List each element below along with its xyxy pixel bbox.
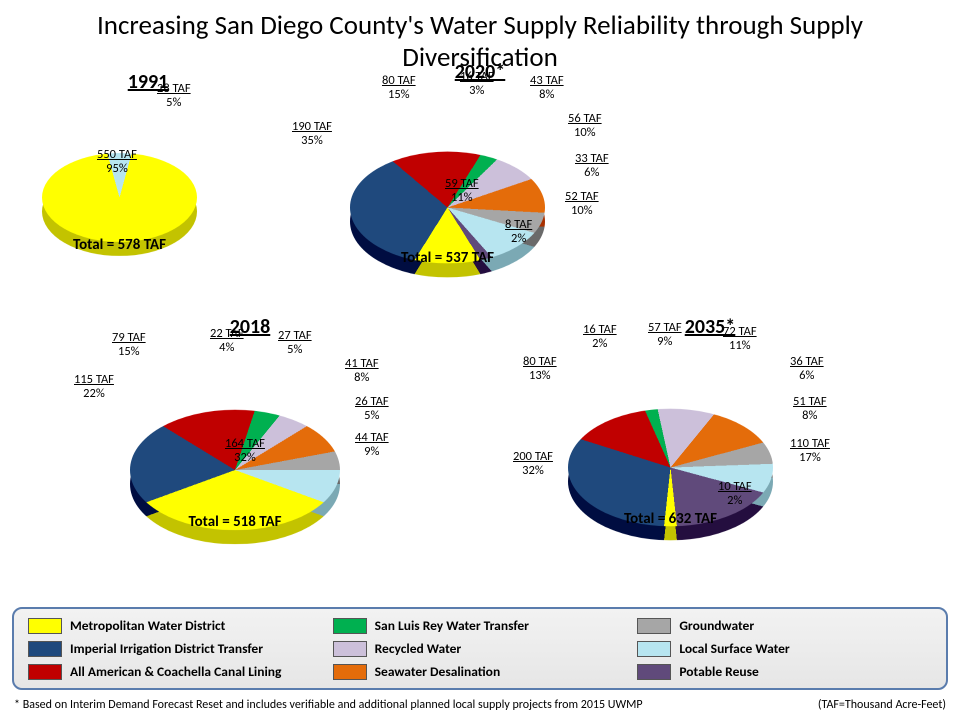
taf-definition: (TAF=Thousand Acre-Feet): [818, 698, 946, 712]
legend-label: Seawater Desalination: [375, 663, 501, 680]
slice-label: 36 TAF6%: [790, 355, 824, 384]
legend-item-mwd: Metropolitan Water District: [28, 617, 323, 634]
slice-label: 27 TAF5%: [278, 329, 312, 358]
slice-label: 33 TAF6%: [575, 152, 609, 181]
canal-swatch: [28, 664, 62, 680]
legend: Metropolitan Water District San Luis Rey …: [12, 607, 948, 690]
slice-label: 28 TAF5%: [157, 82, 191, 111]
footnote: * Based on Interim Demand Forecast Reset…: [14, 698, 643, 712]
legend-item-iid: Imperial Irrigation District Transfer: [28, 640, 323, 657]
legend-item-canal: All American & Coachella Canal Lining: [28, 663, 323, 680]
slice-label: 190 TAF35%: [292, 120, 332, 149]
seawater-swatch: [333, 664, 367, 680]
potable-swatch: [637, 664, 671, 680]
legend-item-potable: Potable Reuse: [637, 663, 932, 680]
mwd-swatch: [28, 618, 62, 634]
slice-label: 110 TAF17%: [790, 437, 830, 466]
legend-label: All American & Coachella Canal Lining: [70, 663, 281, 680]
slice-label: 79 TAF15%: [112, 331, 146, 360]
legend-label: Metropolitan Water District: [70, 617, 225, 634]
slice-label: 52 TAF10%: [565, 190, 599, 219]
pie-chart-c1991: 199128 TAF5%550 TAF95%Total = 578 TAF: [42, 100, 197, 210]
slice-label: 22 TAF4%: [210, 327, 244, 356]
slice-label: 164 TAF32%: [225, 437, 265, 466]
legend-label: Potable Reuse: [679, 663, 758, 680]
legend-item-groundwater: Groundwater: [637, 617, 932, 634]
legend-label: Recycled Water: [375, 640, 462, 657]
chart-total: Total = 578 TAF: [42, 236, 197, 254]
slice-label: 41 TAF8%: [345, 357, 379, 386]
slice-label: 80 TAF13%: [523, 355, 557, 384]
slice-label: 200 TAF32%: [513, 450, 553, 479]
legend-label: San Luis Rey Water Transfer: [375, 617, 529, 634]
iid-swatch: [28, 641, 62, 657]
slice-label: 26 TAF5%: [355, 395, 389, 424]
pie-chart-c2018: 2018164 TAF32%115 TAF22%79 TAF15%22 TAF4…: [130, 345, 340, 487]
pie-chart-c2020: 2020*59 TAF11%190 TAF35%80 TAF15%16 TAF3…: [350, 90, 545, 223]
chart-total: Total = 632 TAF: [568, 510, 773, 528]
slice-label: 44 TAF9%: [355, 431, 389, 460]
slice-label: 115 TAF22%: [74, 373, 114, 402]
slice-label: 550 TAF95%: [97, 148, 137, 177]
slice-label: 80 TAF15%: [382, 74, 416, 103]
slice-label: 10 TAF2%: [718, 480, 752, 509]
slice-label: 8 TAF2%: [505, 218, 532, 247]
slice-label: 16 TAF3%: [460, 70, 494, 99]
slice-label: 57 TAF9%: [648, 321, 682, 350]
legend-item-seawater: Seawater Desalination: [333, 663, 628, 680]
legend-item-slr: San Luis Rey Water Transfer: [333, 617, 628, 634]
slice-label: 72 TAF11%: [723, 325, 757, 354]
legend-item-recycled: Recycled Water: [333, 640, 628, 657]
legend-label: Local Surface Water: [679, 640, 789, 657]
pie-chart-c2035: 2035*10 TAF2%200 TAF32%80 TAF13%16 TAF2%…: [568, 345, 773, 484]
recycled-swatch: [333, 641, 367, 657]
legend-label: Imperial Irrigation District Transfer: [70, 640, 263, 657]
chart-total: Total = 537 TAF: [350, 249, 545, 267]
legend-item-surface: Local Surface Water: [637, 640, 932, 657]
slice-label: 51 TAF8%: [793, 395, 827, 424]
slice-label: 59 TAF11%: [445, 177, 479, 206]
slice-label: 56 TAF10%: [568, 112, 602, 141]
surface-swatch: [637, 641, 671, 657]
legend-label: Groundwater: [679, 617, 754, 634]
groundwater-swatch: [637, 618, 671, 634]
slice-label: 16 TAF2%: [583, 323, 617, 352]
chart-total: Total = 518 TAF: [130, 513, 340, 531]
slr-swatch: [333, 618, 367, 634]
slice-label: 43 TAF8%: [530, 74, 564, 103]
